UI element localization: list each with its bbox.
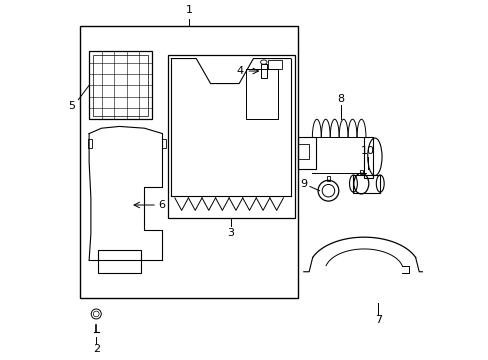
Bar <box>298 144 308 158</box>
Bar <box>162 139 165 148</box>
Bar <box>353 175 380 193</box>
Text: 10: 10 <box>360 146 374 156</box>
Text: 7: 7 <box>374 315 381 325</box>
Text: 6: 6 <box>158 200 165 210</box>
Bar <box>267 60 282 69</box>
Bar <box>98 249 141 273</box>
Text: 1: 1 <box>185 5 192 15</box>
Bar <box>364 137 372 178</box>
Bar <box>359 170 363 174</box>
Text: 3: 3 <box>227 228 234 238</box>
Bar <box>298 137 315 169</box>
Text: 5: 5 <box>68 101 75 111</box>
Bar <box>89 51 151 119</box>
Bar <box>167 55 294 217</box>
Text: 9: 9 <box>300 179 307 189</box>
Bar <box>88 139 92 148</box>
Bar <box>93 55 148 116</box>
Bar <box>80 26 298 298</box>
Bar <box>246 69 278 119</box>
Text: 4: 4 <box>236 66 243 76</box>
Text: 2: 2 <box>93 344 100 354</box>
Text: 8: 8 <box>337 94 344 104</box>
Bar <box>260 64 266 78</box>
Bar <box>326 176 329 181</box>
